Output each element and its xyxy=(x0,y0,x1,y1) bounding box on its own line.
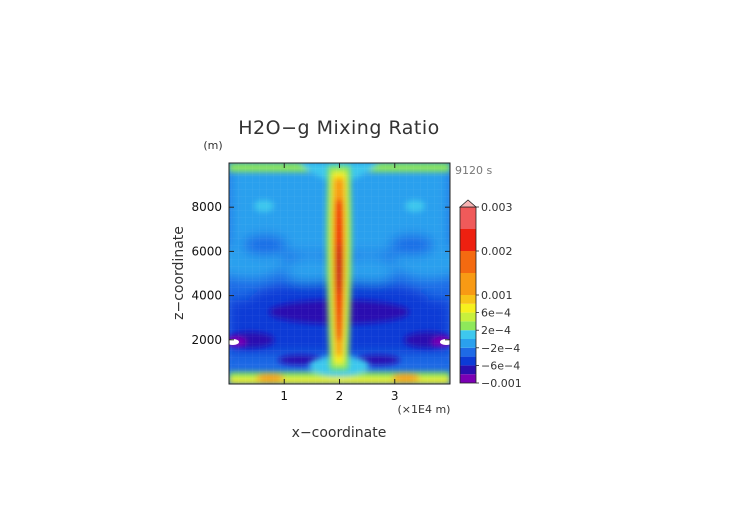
x-tick-label: 2 xyxy=(336,389,344,403)
y-ticks: 2000 4000 6000 8000 xyxy=(191,200,450,347)
colorbar-segment xyxy=(460,356,476,366)
x-unit-label: (×1E4 m) xyxy=(398,403,451,416)
colorbar-segment xyxy=(460,365,476,375)
colorbar-label: 2e−4 xyxy=(481,324,511,337)
colorbar: 0.003 0.002 0.001 6e−4 2e−4 −2e−4 −6e−4 −0.001 xyxy=(458,199,522,390)
y-tick-label: 8000 xyxy=(191,200,222,214)
colorbar-segment xyxy=(460,251,476,273)
colorbar-segment xyxy=(460,312,476,322)
y-axis-label: z−coordinate xyxy=(171,226,187,320)
colorbar-label: 0.002 xyxy=(481,245,513,258)
time-label: 9120 s xyxy=(455,164,492,177)
y-tick-label: 2000 xyxy=(191,333,222,347)
y-unit-label: (m) xyxy=(203,139,222,152)
colorbar-label: −0.001 xyxy=(481,377,522,390)
colorbar-extend-arrow xyxy=(458,199,478,208)
colorbar-label: −2e−4 xyxy=(481,342,520,355)
heatmap-field xyxy=(229,163,450,384)
y-tick-label: 6000 xyxy=(191,244,222,258)
colorbar-segment xyxy=(460,229,476,251)
colorbar-segment xyxy=(460,374,476,383)
colorbar-label: 6e−4 xyxy=(481,307,511,320)
x-tick-label: 1 xyxy=(280,389,288,403)
colorbar-label: 0.003 xyxy=(481,201,513,214)
colorbar-segment xyxy=(460,339,476,348)
colorbar-segment xyxy=(460,207,476,229)
colorbar-label: 0.001 xyxy=(481,289,513,302)
colorbar-segment xyxy=(460,321,476,331)
chart-title: H2O−g Mixing Ratio xyxy=(238,117,439,139)
x-axis-label: x−coordinate xyxy=(292,425,387,441)
colorbar-segment xyxy=(460,330,476,339)
x-tick-label: 3 xyxy=(391,389,399,403)
colorbar-segment xyxy=(460,295,476,304)
colorbar-label: −6e−4 xyxy=(481,359,520,372)
colorbar-segment xyxy=(460,303,476,313)
colorbar-segment xyxy=(460,273,476,295)
x-ticks: 1 2 3 xyxy=(280,163,399,403)
colorbar-segment xyxy=(460,347,476,357)
y-tick-label: 4000 xyxy=(191,289,222,303)
